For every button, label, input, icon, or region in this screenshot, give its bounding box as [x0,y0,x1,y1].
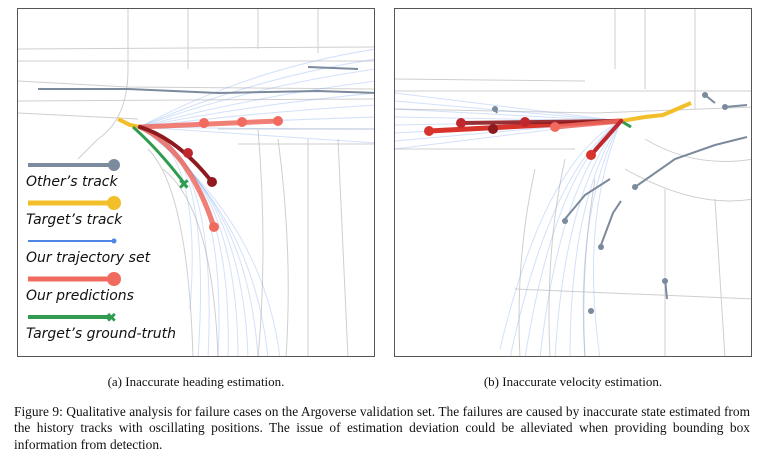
legend-label: Target’s track [26,212,123,228]
map-lanes-a [18,9,374,356]
prediction-points-b [424,117,596,160]
legend-label: Target’s ground-truth [26,326,176,342]
svg-text:✖: ✖ [106,311,117,326]
legend-label: Our trajectory set [26,250,151,266]
legend-item-target: Target’s track [24,193,194,231]
predictions-a [137,118,281,230]
ground-truth-a [132,125,186,184]
map-lanes-b [395,9,751,356]
target-track-b [620,101,692,123]
target-track-a [117,117,141,129]
other-tracks-b [494,94,748,300]
other-track-dots-b [492,92,728,314]
subcaption-b: (b) Inaccurate velocity estimation. [483,374,663,389]
legend-item-predictions: Our predictions [24,269,194,307]
legend-label: Our predictions [26,288,134,304]
other-tracks-a [38,66,374,95]
scene-b [395,9,751,356]
legend-label: Other’s track [26,174,118,190]
subcaption-a: (a) Inaccurate heading estimation. [107,374,285,389]
legend-item-others: Other’s track [24,155,194,193]
legend-item-trajectory-set: Our trajectory set [24,231,194,269]
gt-endpoint-a: ✖ [178,177,190,193]
legend-item-ground-truth: ✖ Target’s ground-truth [24,307,194,345]
panel-heading-failure: ✖ Other’s track Target’s track Our tra [17,8,375,357]
prediction-points-a [183,116,283,232]
panel-velocity-failure [394,8,752,357]
scene-a: ✖ [18,9,374,356]
figure-caption: Figure 9: Qualitative analysis for failu… [14,404,750,452]
